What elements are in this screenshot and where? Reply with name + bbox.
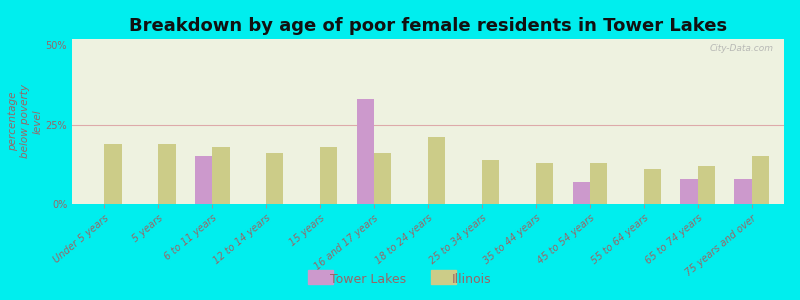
Bar <box>698 166 715 204</box>
Bar <box>158 144 175 204</box>
Legend: Tower Lakes, Illinois: Tower Lakes, Illinois <box>303 268 497 291</box>
Bar <box>212 147 230 204</box>
Bar <box>644 169 661 204</box>
Bar <box>320 147 338 204</box>
Title: Breakdown by age of poor female residents in Tower Lakes: Breakdown by age of poor female resident… <box>129 17 727 35</box>
Bar <box>428 137 446 204</box>
Bar <box>104 144 122 204</box>
Bar <box>266 153 283 204</box>
Bar <box>573 182 590 204</box>
Bar <box>752 156 769 204</box>
Bar <box>195 156 212 204</box>
Bar <box>374 153 391 204</box>
Bar <box>357 99 374 204</box>
Bar <box>734 178 752 204</box>
Y-axis label: percentage
below poverty
level: percentage below poverty level <box>8 85 42 158</box>
Bar <box>681 178 698 204</box>
Bar <box>536 163 553 204</box>
Bar <box>590 163 607 204</box>
Bar <box>482 160 499 204</box>
Text: City-Data.com: City-Data.com <box>710 44 774 53</box>
